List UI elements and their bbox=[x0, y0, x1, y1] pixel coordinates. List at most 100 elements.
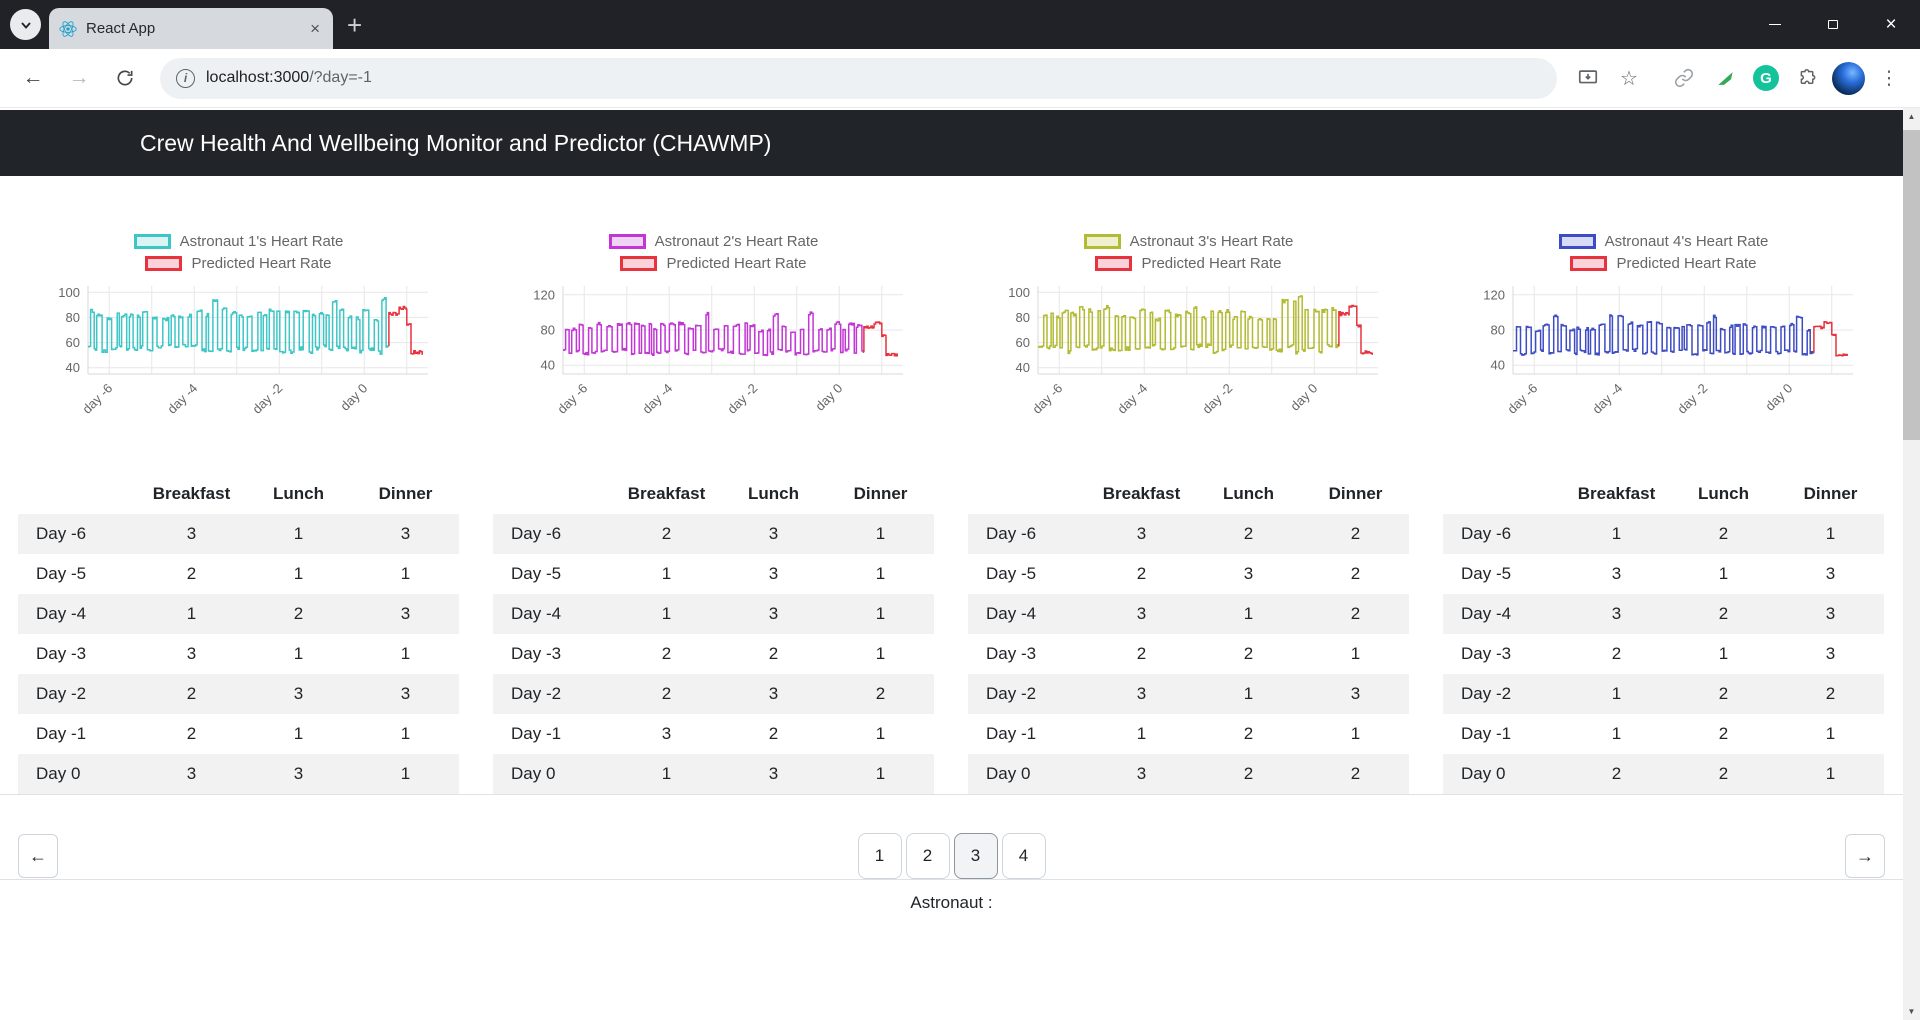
legend-item-predicted[interactable]: Predicted Heart Rate bbox=[1095, 255, 1282, 272]
install-app-button[interactable] bbox=[1571, 61, 1605, 95]
meal-column-header: Breakfast bbox=[152, 484, 231, 503]
legend-item-predicted[interactable]: Predicted Heart Rate bbox=[1570, 255, 1757, 272]
extensions-button[interactable] bbox=[1790, 61, 1824, 95]
back-button[interactable]: ← bbox=[22, 66, 44, 89]
meal-value: 1 bbox=[875, 524, 886, 543]
page-button-2[interactable]: 2 bbox=[905, 833, 950, 879]
chart-legend: Astronaut 4's Heart Rate Predicted Heart… bbox=[1443, 233, 1884, 272]
copy-link-button[interactable] bbox=[1667, 61, 1701, 95]
legend-item-heart-rate[interactable]: Astronaut 2's Heart Rate bbox=[608, 233, 818, 250]
meal-value: 1 bbox=[1718, 644, 1729, 663]
extension-button-green[interactable] bbox=[1708, 61, 1742, 95]
svg-text:120: 120 bbox=[533, 287, 555, 302]
legend-swatch-heart-rate bbox=[1083, 234, 1121, 249]
maximize-button[interactable] bbox=[1804, 0, 1862, 49]
meal-value: 3 bbox=[186, 764, 197, 783]
browser-tab[interactable]: React App × bbox=[49, 8, 333, 49]
table-row: Day -4 1 2 3 bbox=[18, 594, 459, 634]
meals-header-row: Breakfast Lunch Dinner bbox=[968, 474, 1409, 514]
meal-value: 1 bbox=[661, 764, 672, 783]
day-label: Day -3 bbox=[511, 644, 562, 663]
new-tab-button[interactable]: + bbox=[347, 9, 363, 40]
restore-icon bbox=[1828, 17, 1844, 29]
scroll-up-button[interactable]: ▲ bbox=[1907, 112, 1916, 121]
day-label: Day -1 bbox=[511, 724, 562, 743]
divider bbox=[0, 794, 1903, 795]
prev-page-button[interactable]: ← bbox=[18, 834, 58, 878]
meal-value: 2 bbox=[1718, 764, 1729, 783]
legend-item-heart-rate[interactable]: Astronaut 4's Heart Rate bbox=[1558, 233, 1768, 250]
minimize-icon bbox=[1769, 23, 1781, 26]
meal-value: 3 bbox=[400, 684, 411, 703]
table-row: Day -6 1 2 1 bbox=[1443, 514, 1884, 554]
day-column-header bbox=[493, 474, 613, 514]
tab-close-icon[interactable]: × bbox=[310, 19, 320, 38]
grammarly-button[interactable]: G bbox=[1749, 61, 1783, 95]
info-icon[interactable]: i bbox=[176, 68, 195, 88]
day-label: Day -2 bbox=[986, 684, 1037, 703]
meal-value: 2 bbox=[1611, 644, 1622, 663]
meals-table: Breakfast Lunch Dinner Day -6 2 3 1 Day -5 1 3 1 D… bbox=[493, 474, 934, 794]
chart-legend: Astronaut 3's Heart Rate Predicted Heart… bbox=[968, 233, 1409, 272]
page-button-4[interactable]: 4 bbox=[1001, 833, 1046, 879]
puzzle-icon bbox=[1800, 68, 1815, 84]
meal-value: 2 bbox=[186, 564, 197, 583]
meal-value: 2 bbox=[1350, 604, 1361, 623]
legend-label-heart-rate: Astronaut 3's Heart Rate bbox=[1129, 233, 1294, 250]
meal-column-header: Lunch bbox=[748, 484, 799, 503]
legend-label-predicted: Predicted Heart Rate bbox=[1141, 255, 1282, 272]
day-label: Day -1 bbox=[1461, 724, 1512, 743]
profile-button[interactable] bbox=[1831, 61, 1865, 95]
page-button-1[interactable]: 1 bbox=[857, 833, 902, 879]
day-label: Day 0 bbox=[511, 764, 556, 783]
legend-item-heart-rate[interactable]: Astronaut 3's Heart Rate bbox=[1083, 233, 1294, 250]
day-label: Day -4 bbox=[1461, 604, 1512, 623]
day-label: Day -2 bbox=[36, 684, 87, 703]
meal-value: 1 bbox=[1350, 644, 1361, 663]
meals-header-row: Breakfast Lunch Dinner bbox=[1443, 474, 1884, 514]
astronaut-panel: Astronaut 1's Heart Rate Predicted Heart… bbox=[18, 233, 459, 794]
refresh-button[interactable] bbox=[104, 57, 146, 99]
meal-value: 3 bbox=[661, 724, 672, 743]
day-label: Day -4 bbox=[36, 604, 87, 623]
scroll-down-button[interactable]: ▼ bbox=[1907, 1007, 1916, 1016]
svg-text:day -2: day -2 bbox=[249, 381, 285, 417]
meal-value: 3 bbox=[1136, 604, 1147, 623]
scrollbar-thumb[interactable] bbox=[1903, 130, 1920, 440]
day-label: Day -3 bbox=[1461, 644, 1512, 663]
legend-item-predicted[interactable]: Predicted Heart Rate bbox=[145, 255, 332, 272]
meal-column-header: Lunch bbox=[273, 484, 324, 503]
meal-value: 3 bbox=[186, 644, 197, 663]
legend-swatch-predicted bbox=[145, 256, 183, 271]
bookmark-button[interactable]: ☆ bbox=[1612, 61, 1646, 95]
window-controls: × bbox=[1746, 0, 1920, 49]
meal-value: 2 bbox=[1136, 564, 1147, 583]
minimize-button[interactable] bbox=[1746, 0, 1804, 49]
close-window-button[interactable]: × bbox=[1885, 13, 1897, 35]
page-button-3[interactable]: 3 bbox=[953, 833, 998, 879]
tab-search-button[interactable] bbox=[10, 9, 41, 40]
meal-value: 1 bbox=[1243, 684, 1254, 703]
meals-header-row: Breakfast Lunch Dinner bbox=[493, 474, 934, 514]
meal-value: 3 bbox=[293, 684, 304, 703]
svg-text:40: 40 bbox=[66, 360, 80, 375]
legend-item-predicted[interactable]: Predicted Heart Rate bbox=[620, 255, 807, 272]
browser-menu-button[interactable]: ⋮ bbox=[1879, 67, 1899, 89]
legend-item-heart-rate[interactable]: Astronaut 1's Heart Rate bbox=[133, 233, 343, 250]
meal-value: 3 bbox=[768, 684, 779, 703]
next-page-button[interactable]: → bbox=[1845, 834, 1885, 878]
green-extension-icon bbox=[1717, 71, 1733, 85]
forward-button[interactable]: → bbox=[68, 66, 90, 89]
meal-value: 1 bbox=[400, 764, 411, 783]
meal-value: 1 bbox=[661, 564, 672, 583]
day-label: Day 0 bbox=[36, 764, 81, 783]
table-row: Day -4 3 1 2 bbox=[968, 594, 1409, 634]
scrollbar[interactable]: ▲ ▼ bbox=[1903, 108, 1920, 1020]
meal-value: 3 bbox=[1243, 564, 1254, 583]
legend-swatch-predicted bbox=[620, 256, 658, 271]
svg-text:day -2: day -2 bbox=[724, 381, 760, 417]
meal-value: 1 bbox=[1825, 764, 1836, 783]
address-bar[interactable]: i localhost:3000/?day=-1 bbox=[160, 57, 1557, 99]
table-row: Day -5 2 1 1 bbox=[18, 554, 459, 594]
table-row: Day -3 2 2 1 bbox=[968, 634, 1409, 674]
